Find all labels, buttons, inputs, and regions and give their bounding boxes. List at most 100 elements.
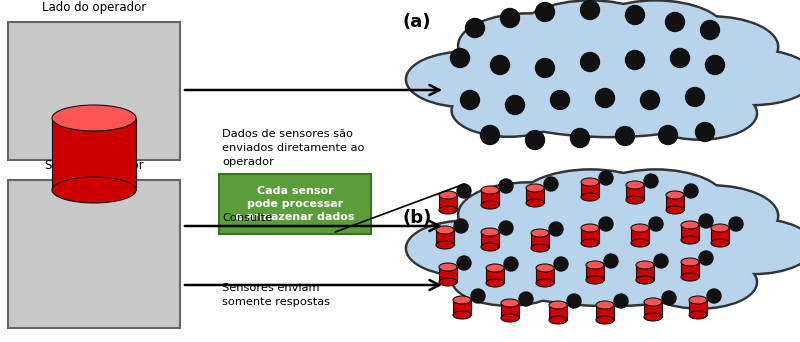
Circle shape: [684, 184, 698, 198]
Ellipse shape: [681, 236, 699, 244]
Circle shape: [481, 126, 499, 145]
Circle shape: [570, 129, 590, 147]
Text: Sensores enviam
somente respostas: Sensores enviam somente respostas: [222, 283, 330, 307]
Ellipse shape: [596, 301, 614, 309]
Ellipse shape: [646, 187, 776, 245]
Ellipse shape: [585, 0, 726, 65]
Ellipse shape: [454, 255, 564, 304]
Circle shape: [461, 91, 479, 109]
Circle shape: [506, 95, 525, 115]
Circle shape: [457, 184, 471, 198]
Circle shape: [466, 18, 485, 38]
Circle shape: [695, 122, 714, 142]
Circle shape: [450, 49, 470, 67]
Bar: [626, 185, 644, 200]
Ellipse shape: [460, 184, 597, 245]
Ellipse shape: [501, 299, 519, 307]
Ellipse shape: [626, 196, 644, 204]
Ellipse shape: [436, 226, 454, 234]
Ellipse shape: [531, 229, 549, 237]
Ellipse shape: [501, 314, 519, 322]
Bar: [636, 265, 654, 280]
Circle shape: [662, 291, 676, 305]
Ellipse shape: [451, 252, 567, 306]
Ellipse shape: [644, 258, 755, 307]
Circle shape: [501, 9, 519, 27]
Ellipse shape: [587, 171, 724, 232]
Ellipse shape: [52, 105, 136, 131]
Circle shape: [626, 51, 645, 69]
Bar: [549, 305, 567, 320]
Ellipse shape: [689, 311, 707, 319]
Bar: [681, 262, 699, 277]
Ellipse shape: [666, 206, 684, 214]
Bar: [711, 228, 729, 243]
Circle shape: [554, 257, 568, 271]
Ellipse shape: [486, 264, 504, 272]
Circle shape: [454, 219, 468, 233]
Ellipse shape: [406, 220, 528, 277]
Ellipse shape: [536, 279, 554, 287]
Circle shape: [658, 126, 678, 145]
Bar: [439, 267, 457, 282]
Ellipse shape: [518, 171, 662, 235]
Ellipse shape: [581, 193, 599, 201]
Bar: [531, 233, 549, 248]
Ellipse shape: [526, 184, 544, 192]
Bar: [439, 195, 457, 210]
Bar: [453, 300, 471, 315]
Ellipse shape: [666, 191, 684, 199]
Ellipse shape: [694, 51, 800, 103]
Ellipse shape: [439, 191, 457, 199]
Text: Dados de sensores são
enviados diretamente ao
operador: Dados de sensores são enviados diretamen…: [222, 129, 365, 167]
Ellipse shape: [581, 178, 599, 186]
Circle shape: [535, 2, 554, 22]
Circle shape: [644, 174, 658, 188]
Circle shape: [706, 55, 725, 75]
Circle shape: [457, 256, 471, 270]
Circle shape: [626, 5, 645, 25]
Circle shape: [499, 221, 513, 235]
Circle shape: [641, 91, 659, 109]
Circle shape: [535, 58, 554, 78]
Ellipse shape: [581, 224, 599, 232]
Bar: [8, 22, 180, 160]
Text: (b): (b): [402, 209, 432, 227]
Circle shape: [699, 251, 713, 265]
Bar: [581, 228, 599, 243]
Circle shape: [729, 217, 743, 231]
Bar: [581, 182, 599, 197]
Ellipse shape: [586, 276, 604, 284]
Circle shape: [701, 21, 719, 39]
Circle shape: [471, 289, 485, 303]
Circle shape: [686, 88, 705, 106]
Circle shape: [707, 289, 721, 303]
Ellipse shape: [516, 0, 665, 68]
Ellipse shape: [481, 243, 499, 251]
Text: Site do operador: Site do operador: [45, 159, 143, 172]
Circle shape: [519, 292, 533, 306]
Ellipse shape: [644, 89, 755, 138]
Bar: [536, 268, 554, 283]
Ellipse shape: [481, 186, 499, 194]
Ellipse shape: [453, 311, 471, 319]
Ellipse shape: [406, 51, 528, 108]
Ellipse shape: [694, 220, 800, 272]
Circle shape: [666, 13, 685, 31]
Ellipse shape: [681, 221, 699, 229]
Ellipse shape: [459, 200, 761, 304]
Text: Consulte: Consulte: [222, 213, 272, 223]
Bar: [644, 302, 662, 317]
Circle shape: [581, 53, 599, 71]
Ellipse shape: [457, 28, 763, 138]
Ellipse shape: [460, 15, 597, 76]
Ellipse shape: [439, 263, 457, 271]
Ellipse shape: [549, 316, 567, 324]
Circle shape: [499, 179, 513, 193]
Ellipse shape: [408, 223, 526, 274]
Bar: [596, 305, 614, 320]
Ellipse shape: [481, 228, 499, 236]
Ellipse shape: [681, 258, 699, 266]
Circle shape: [604, 254, 618, 268]
Ellipse shape: [475, 42, 745, 124]
